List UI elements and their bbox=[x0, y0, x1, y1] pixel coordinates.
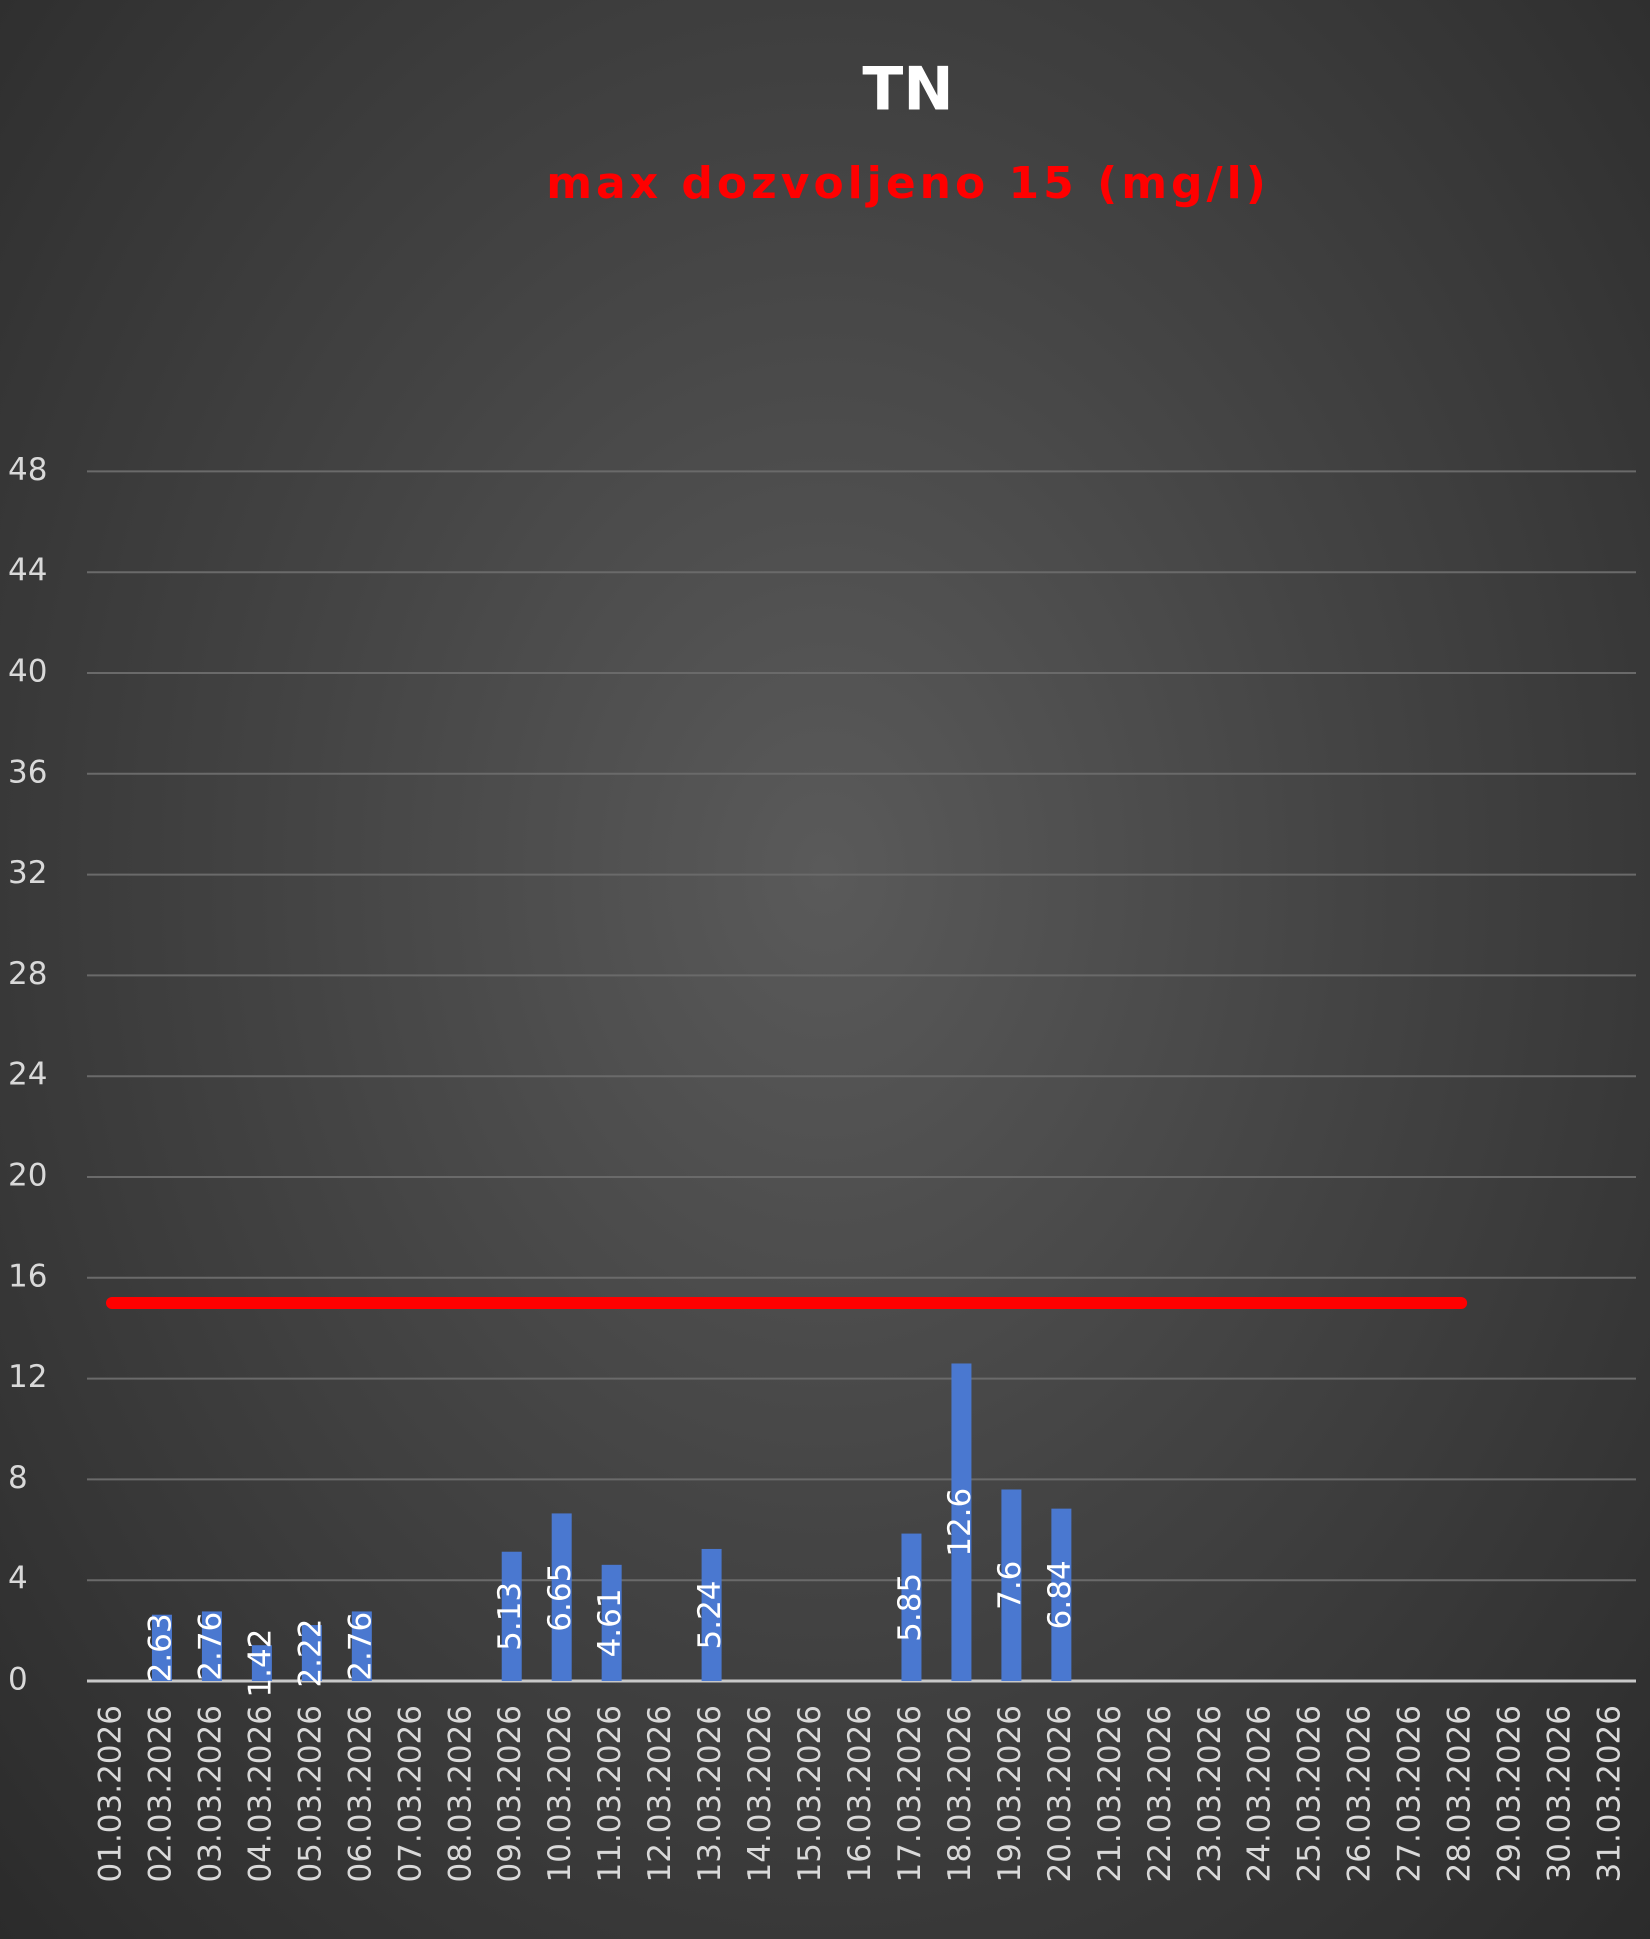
x-tick-label: 16.03.2026 bbox=[842, 1705, 878, 1883]
bar bbox=[701, 1548, 722, 1681]
data-label: 2.76 bbox=[192, 1612, 228, 1681]
y-tick-label: 44 bbox=[8, 553, 47, 589]
y-tick-label: 4 bbox=[8, 1561, 28, 1597]
bar bbox=[351, 1611, 372, 1681]
x-tick-label: 06.03.2026 bbox=[342, 1705, 378, 1883]
y-tick-label: 16 bbox=[8, 1258, 47, 1294]
x-tick-label: 24.03.2026 bbox=[1242, 1705, 1278, 1883]
data-label: 5.13 bbox=[492, 1582, 528, 1651]
x-tick-label: 19.03.2026 bbox=[992, 1705, 1028, 1883]
x-tick-label: 29.03.2026 bbox=[1492, 1705, 1528, 1883]
bar bbox=[301, 1625, 322, 1681]
x-tick-label: 28.03.2026 bbox=[1442, 1705, 1478, 1883]
data-label: 12.6 bbox=[942, 1488, 978, 1557]
x-tick-label: 03.03.2026 bbox=[192, 1705, 228, 1883]
bar bbox=[601, 1564, 622, 1681]
data-label: 5.85 bbox=[892, 1573, 928, 1642]
x-tick-label: 27.03.2026 bbox=[1392, 1705, 1428, 1883]
y-tick-label: 0 bbox=[8, 1662, 28, 1698]
y-tick-label: 8 bbox=[8, 1460, 28, 1496]
x-tick-label: 26.03.2026 bbox=[1342, 1705, 1378, 1883]
chart-title: TN bbox=[862, 55, 953, 125]
x-tick-label: 04.03.2026 bbox=[242, 1705, 278, 1883]
bar bbox=[201, 1611, 222, 1681]
x-tick-label: 14.03.2026 bbox=[742, 1705, 778, 1883]
bar bbox=[151, 1614, 172, 1681]
x-tick-label: 10.03.2026 bbox=[542, 1705, 578, 1883]
x-tick-label: 13.03.2026 bbox=[692, 1705, 728, 1883]
x-tick-label: 02.03.2026 bbox=[142, 1705, 178, 1883]
x-tick-label: 31.03.2026 bbox=[1592, 1705, 1628, 1883]
y-tick-label: 20 bbox=[8, 1158, 47, 1194]
data-label: 5.24 bbox=[692, 1580, 728, 1649]
x-tick-label: 30.03.2026 bbox=[1542, 1705, 1578, 1883]
data-label: 1.42 bbox=[242, 1629, 278, 1698]
y-tick-label: 36 bbox=[8, 754, 47, 790]
bar bbox=[251, 1645, 272, 1681]
data-label: 2.76 bbox=[342, 1612, 378, 1681]
x-tick-label: 23.03.2026 bbox=[1192, 1705, 1228, 1883]
chart-subtitle: max dozvoljeno 15 (mg/l) bbox=[546, 158, 1270, 209]
x-tick-label: 08.03.2026 bbox=[442, 1705, 478, 1883]
data-label: 4.61 bbox=[592, 1588, 628, 1657]
data-label: 2.22 bbox=[292, 1619, 328, 1688]
bar bbox=[551, 1513, 572, 1681]
bar bbox=[901, 1533, 922, 1681]
bar bbox=[501, 1551, 522, 1681]
y-tick-label: 12 bbox=[8, 1359, 47, 1395]
data-label: 2.63 bbox=[142, 1613, 178, 1682]
x-tick-label: 11.03.2026 bbox=[592, 1705, 628, 1883]
x-tick-label: 01.03.2026 bbox=[92, 1705, 128, 1883]
x-tick-label: 22.03.2026 bbox=[1142, 1705, 1178, 1883]
x-tick-label: 12.03.2026 bbox=[642, 1705, 678, 1883]
x-tick-label: 09.03.2026 bbox=[492, 1705, 528, 1883]
data-label: 7.6 bbox=[992, 1561, 1028, 1610]
x-tick-label: 18.03.2026 bbox=[942, 1705, 978, 1883]
bar bbox=[951, 1363, 972, 1681]
x-tick-label: 21.03.2026 bbox=[1092, 1705, 1128, 1883]
data-label: 6.65 bbox=[542, 1563, 578, 1632]
y-tick-label: 24 bbox=[8, 1057, 47, 1093]
bar bbox=[1051, 1508, 1072, 1681]
data-label: 6.84 bbox=[1042, 1560, 1078, 1629]
x-tick-label: 05.03.2026 bbox=[292, 1705, 328, 1883]
x-tick-label: 25.03.2026 bbox=[1292, 1705, 1328, 1883]
x-tick-label: 15.03.2026 bbox=[792, 1705, 828, 1883]
x-tick-label: 17.03.2026 bbox=[892, 1705, 928, 1883]
y-tick-label: 40 bbox=[8, 654, 47, 690]
y-tick-label: 32 bbox=[8, 855, 47, 891]
bar bbox=[1001, 1489, 1022, 1681]
x-tick-label: 20.03.2026 bbox=[1042, 1705, 1078, 1883]
y-tick-label: 48 bbox=[8, 452, 47, 488]
x-tick-label: 07.03.2026 bbox=[392, 1705, 428, 1883]
y-tick-label: 28 bbox=[8, 956, 47, 992]
